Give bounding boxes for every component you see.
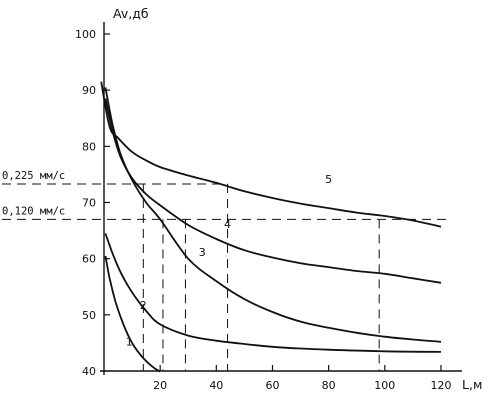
y-tick-label: 80 [82,140,96,153]
curve-label-5: 5 [325,173,332,186]
x-axis-title: L,м [462,377,482,392]
curve-1 [104,255,161,373]
curve-label-1: 1 [126,336,133,349]
curve-label-2: 2 [140,299,147,312]
y-tick-label: 100 [75,28,96,41]
y-tick-label: 70 [82,197,96,210]
x-tick-label: 20 [153,379,167,392]
y-tick-label: 90 [82,84,96,97]
reference-label-1: 0,225 мм/с [2,170,65,182]
curve-4 [104,98,442,284]
x-tick-label: 120 [430,379,451,392]
curve-label-4: 4 [224,218,231,231]
x-tick-label: 40 [209,379,223,392]
y-tick-label: 60 [82,253,96,266]
reference-dash-lines [2,183,448,371]
curve-3 [104,87,442,343]
x-tick-label: 100 [374,379,395,392]
y-axis-title: Av,дб [113,6,149,21]
curve-label-3: 3 [199,246,206,259]
axes [100,22,462,375]
curve-2 [104,233,442,353]
curves [100,81,442,373]
x-tick-label: 60 [265,379,279,392]
x-tick-label: 80 [322,379,336,392]
y-tick-label: 50 [82,309,96,322]
curve-5 [100,81,442,228]
reference-label-2: 0,120 мм/с [2,205,65,217]
labels: 40 50 60 70 80 90 100 20 40 60 80 100 120 1 2 3 4 5 0,225 … [2,28,451,392]
ticks [104,33,442,372]
y-tick-label: 40 [82,365,96,378]
